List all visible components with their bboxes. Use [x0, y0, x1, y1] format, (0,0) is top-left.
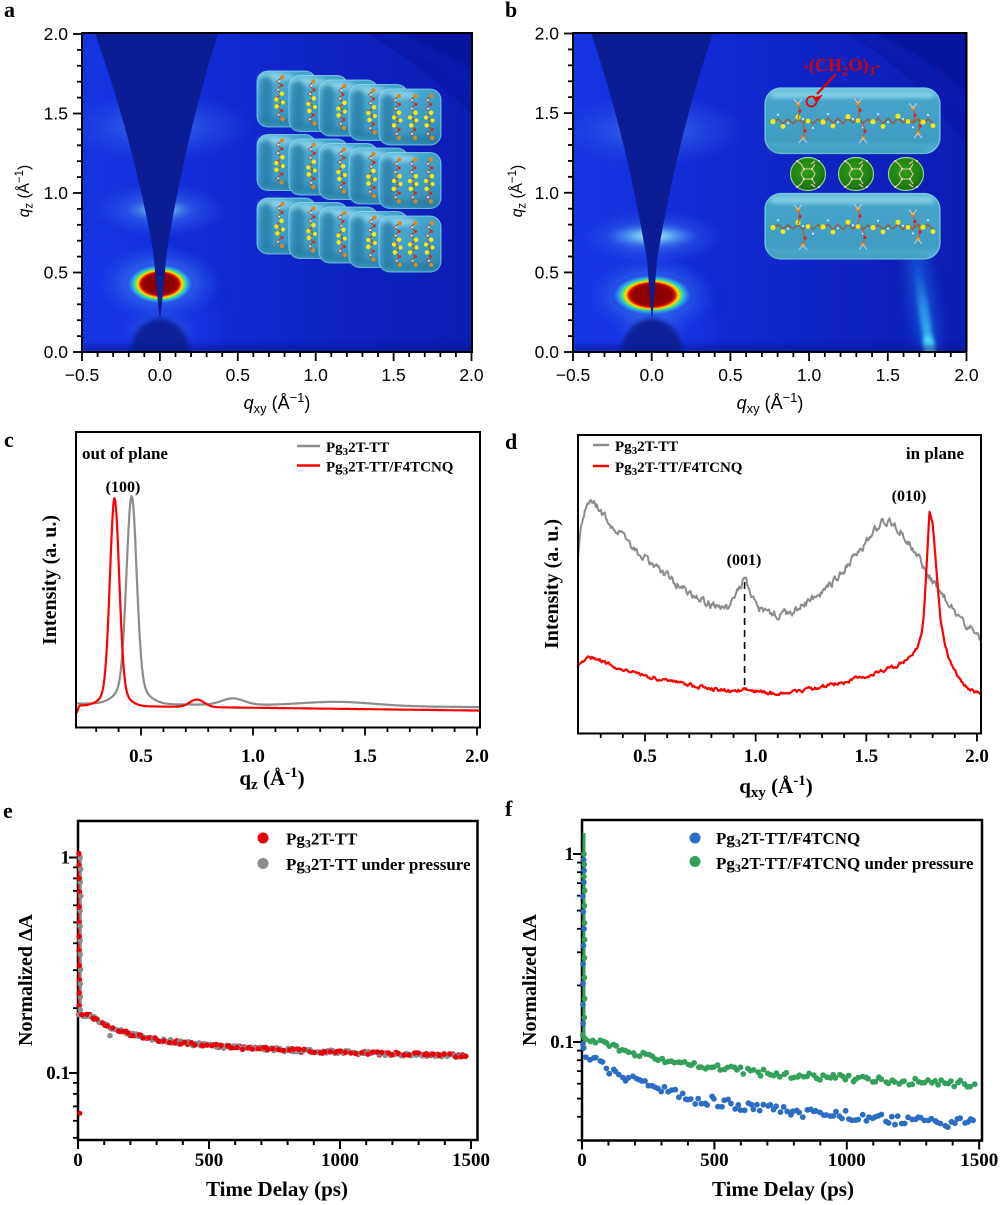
svg-text:1.5: 1.5 [44, 104, 68, 124]
svg-text:Pg32T-TT/F4TCNQ: Pg32T-TT/F4TCNQ [326, 460, 454, 478]
svg-text:500: 500 [195, 1150, 224, 1171]
svg-text:1.0: 1.0 [535, 183, 560, 203]
svg-text:a: a [4, 0, 15, 22]
svg-text:Pg32T-TT: Pg32T-TT [286, 830, 358, 851]
svg-text:0.0: 0.0 [148, 365, 173, 385]
svg-text:2.0: 2.0 [535, 24, 560, 44]
svg-text:2.0: 2.0 [44, 24, 69, 44]
svg-text:Time Delay (ps): Time Delay (ps) [712, 1177, 854, 1201]
svg-text:(010): (010) [892, 488, 927, 505]
svg-text:(100): (100) [106, 479, 141, 496]
svg-text:in plane: in plane [906, 444, 965, 463]
svg-text:2.0: 2.0 [965, 746, 989, 767]
svg-text:out of plane: out of plane [82, 444, 168, 463]
svg-text:e: e [3, 798, 13, 823]
svg-text:1.5: 1.5 [854, 746, 878, 767]
svg-text:qxy (Å−1): qxy (Å−1) [244, 390, 311, 416]
svg-text:2.0: 2.0 [954, 365, 979, 385]
svg-text:Intensity (a. u.): Intensity (a. u.) [39, 515, 61, 645]
svg-text:1.0: 1.0 [44, 183, 69, 203]
svg-text:1.0: 1.0 [744, 746, 768, 767]
svg-text:0.0: 0.0 [640, 365, 665, 385]
svg-text:1000: 1000 [321, 1150, 359, 1171]
svg-text:Pg32T-TT: Pg32T-TT [615, 439, 678, 457]
svg-text:Pg32T-TT under pressure: Pg32T-TT under pressure [286, 855, 471, 876]
svg-text:1: 1 [565, 844, 575, 865]
svg-text:Normalized ΔA: Normalized ΔA [15, 913, 37, 1046]
svg-text:0.5: 0.5 [226, 365, 250, 385]
svg-text:Pg32T-TT: Pg32T-TT [326, 440, 389, 458]
svg-text:Normalized ΔA: Normalized ΔA [519, 913, 541, 1046]
svg-text:0.1: 0.1 [550, 1032, 574, 1053]
svg-text:qz (Å-1): qz (Å-1) [239, 765, 304, 793]
svg-text:qxy (Å-1): qxy (Å-1) [739, 773, 813, 801]
svg-text:1.5: 1.5 [876, 365, 900, 385]
svg-text:0.5: 0.5 [718, 365, 742, 385]
svg-text:Pg32T-TT/F4TCNQ: Pg32T-TT/F4TCNQ [716, 829, 860, 850]
svg-text:1.0: 1.0 [797, 365, 822, 385]
svg-text:f: f [505, 796, 513, 821]
svg-text:0.0: 0.0 [535, 342, 560, 362]
svg-text:0.5: 0.5 [535, 262, 559, 282]
svg-text:0.0: 0.0 [44, 342, 69, 362]
svg-text:qz (Å−1): qz (Å−1) [507, 165, 529, 217]
svg-text:2.0: 2.0 [459, 365, 484, 385]
svg-text:Pg32T-TT/F4TCNQ: Pg32T-TT/F4TCNQ [615, 460, 743, 478]
svg-text:c: c [4, 427, 14, 452]
svg-text:−0.5: −0.5 [556, 365, 591, 385]
svg-text:1500: 1500 [452, 1150, 490, 1171]
svg-text:2.0: 2.0 [465, 746, 489, 767]
svg-text:qxy (Å−1): qxy (Å−1) [737, 390, 804, 416]
svg-text:-(CH2O)3-: -(CH2O)3- [803, 55, 881, 78]
svg-text:(001): (001) [727, 552, 762, 569]
svg-text:1.5: 1.5 [353, 746, 377, 767]
svg-text:b: b [505, 0, 517, 22]
svg-text:0.5: 0.5 [44, 263, 68, 283]
svg-text:500: 500 [700, 1150, 729, 1171]
svg-text:−0.5: −0.5 [65, 365, 100, 385]
svg-text:1.0: 1.0 [241, 746, 265, 767]
svg-text:1.0: 1.0 [304, 365, 329, 385]
svg-text:qz (Å−1): qz (Å−1) [14, 165, 36, 217]
svg-text:0: 0 [73, 1150, 83, 1171]
svg-text:0.5: 0.5 [633, 746, 657, 767]
svg-text:0: 0 [577, 1150, 587, 1171]
svg-text:Intensity (a. u.): Intensity (a. u.) [541, 519, 563, 649]
svg-text:1000: 1000 [828, 1150, 866, 1171]
svg-text:1500: 1500 [960, 1150, 998, 1171]
svg-text:Pg32T-TT/F4TCNQ under pressure: Pg32T-TT/F4TCNQ under pressure [716, 854, 974, 875]
svg-text:Time Delay (ps): Time Delay (ps) [206, 1177, 348, 1201]
svg-text:1.5: 1.5 [381, 365, 405, 385]
svg-text:0.5: 0.5 [129, 746, 153, 767]
svg-text:1: 1 [61, 848, 71, 869]
svg-text:1.5: 1.5 [535, 103, 559, 123]
svg-text:d: d [505, 429, 517, 454]
svg-text:0.1: 0.1 [46, 1063, 70, 1084]
